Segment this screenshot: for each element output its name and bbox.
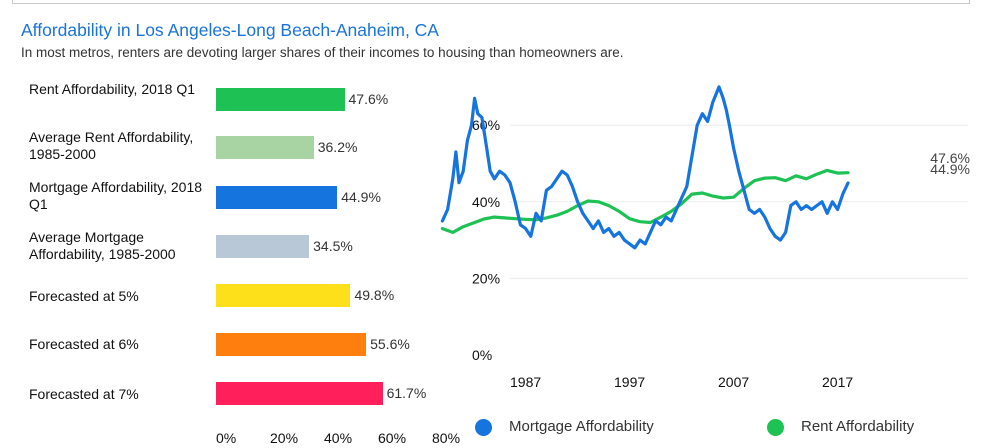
bar-category-label: Average Rent Affordability, 1985-2000 (29, 129, 194, 162)
bar-x-tick-label: 20% (270, 430, 299, 446)
bar-value-label: 49.8% (354, 287, 395, 303)
bar-value-label: 34.5% (313, 238, 353, 254)
bar-x-tick-label: 0% (216, 430, 237, 446)
bar-x-tick-label: 80% (432, 430, 461, 446)
bar[interactable] (216, 333, 367, 356)
series-line[interactable] (440, 85, 850, 250)
top-frame-edge (12, 0, 970, 4)
bar-category-label: Rent Affordability, 2018 Q1 (29, 81, 196, 97)
line-y-tick-label: 60% (472, 117, 500, 133)
bar-category-label: Forecasted at 5% (29, 288, 139, 304)
bar[interactable] (216, 235, 310, 258)
bar[interactable] (216, 88, 345, 111)
legend-mortgage-label[interactable]: Mortgage Affordability (509, 418, 654, 435)
bar-category-label: Mortgage Affordability, 2018 Q1 (29, 179, 203, 212)
bar-category-label: Forecasted at 7% (29, 386, 139, 402)
bar-category-label: Forecasted at 6% (29, 336, 139, 352)
line-y-tick-label: 40% (472, 194, 500, 210)
bar-value-label: 47.6% (348, 91, 389, 107)
line-y-tick-label: 0% (472, 347, 492, 363)
chart-title: Affordability in Los Angeles-Long Beach-… (21, 20, 439, 40)
bar[interactable] (216, 284, 351, 307)
bar-value-label: 44.9% (341, 189, 381, 205)
bar-category-label: Average Mortgage Affordability, 1985-200… (29, 229, 176, 262)
bar-value-label: 61.7% (386, 385, 427, 401)
line-y-tick-label: 20% (472, 270, 500, 286)
line-x-tick-label: 2017 (822, 374, 853, 390)
line-x-tick-label: 1997 (614, 374, 645, 390)
bar-x-tick-label: 40% (324, 430, 353, 446)
legend-mortgage-marker[interactable] (475, 419, 492, 436)
series-end-label: 44.9% (930, 161, 970, 177)
line-x-tick-label: 1987 (510, 374, 541, 390)
line-x-tick-label: 2007 (718, 374, 749, 390)
bar-value-label: 36.2% (317, 139, 358, 155)
legend-rent-marker[interactable] (767, 419, 784, 436)
legend-rent-label[interactable]: Rent Affordability (801, 418, 915, 435)
chart-subtitle: In most metros, renters are devoting lar… (21, 45, 624, 60)
bar[interactable] (216, 382, 383, 405)
bar-x-tick-label: 60% (378, 430, 407, 446)
series-end-label: 47.6% (930, 150, 970, 166)
bar-value-label: 55.6% (370, 336, 410, 352)
bar[interactable] (216, 186, 338, 209)
series-line[interactable] (440, 168, 850, 234)
bar[interactable] (216, 136, 314, 159)
